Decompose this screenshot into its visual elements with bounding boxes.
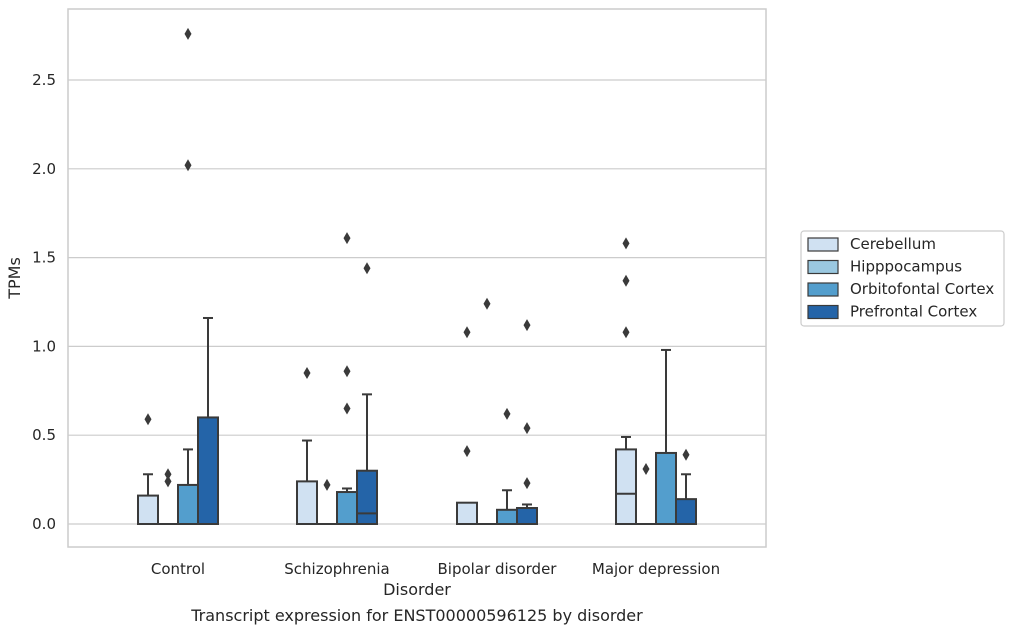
outlier-point xyxy=(622,237,630,250)
outlier-point xyxy=(682,448,690,461)
outlier-point xyxy=(164,475,172,488)
legend-swatch xyxy=(807,237,839,252)
outlier-point xyxy=(363,262,371,275)
outlier-point xyxy=(523,422,531,435)
outlier-point xyxy=(622,326,630,339)
box xyxy=(197,416,219,525)
box xyxy=(336,491,358,526)
outlier-point xyxy=(303,367,311,380)
outlier-point xyxy=(323,478,331,491)
y-tick-label: 0.0 xyxy=(32,515,56,533)
outlier-point xyxy=(523,477,531,490)
plot-frame xyxy=(67,8,767,548)
box xyxy=(177,483,199,526)
legend-label: Orbitofontal Cortex xyxy=(850,280,994,298)
x-tick-label: Bipolar disorder xyxy=(438,560,558,578)
legend-swatch xyxy=(807,304,839,320)
box xyxy=(456,501,478,525)
legend-label: Hipppocampus xyxy=(850,258,962,276)
outlier-point xyxy=(184,159,192,172)
outlier-point xyxy=(523,319,531,332)
y-tick-label: 2.5 xyxy=(32,71,56,89)
x-axis-title: Disorder xyxy=(383,580,451,599)
outlier-point xyxy=(622,274,630,287)
outlier-point xyxy=(144,413,152,426)
legend-frame xyxy=(800,230,1005,327)
outlier-point xyxy=(503,407,511,420)
outlier-point xyxy=(343,365,351,378)
legend-swatch xyxy=(807,259,839,275)
box xyxy=(615,448,637,525)
box xyxy=(296,480,318,526)
y-tick-label: 2.0 xyxy=(32,160,56,178)
y-tick-label: 0.5 xyxy=(32,426,56,444)
outlier-point xyxy=(164,468,172,481)
box xyxy=(496,508,518,525)
y-tick-label: 1.5 xyxy=(32,249,56,267)
box xyxy=(516,507,538,525)
outlier-point xyxy=(463,445,471,458)
chart-caption: Transcript expression for ENST0000059612… xyxy=(191,606,643,625)
x-tick-label: Schizophrenia xyxy=(284,560,389,578)
box xyxy=(675,498,697,525)
box xyxy=(356,469,378,525)
box xyxy=(655,451,677,525)
outlier-point xyxy=(184,27,192,40)
box xyxy=(137,494,159,526)
outlier-point xyxy=(463,326,471,339)
outlier-point xyxy=(343,402,351,415)
outlier-point xyxy=(483,297,491,310)
legend-swatch xyxy=(807,282,839,297)
outlier-point xyxy=(343,232,351,245)
y-axis-title: TPMs xyxy=(5,257,24,300)
outlier-point xyxy=(642,462,650,475)
y-tick-label: 1.0 xyxy=(32,337,56,355)
x-tick-label: Control xyxy=(151,560,205,578)
legend-label: Cerebellum xyxy=(850,235,936,253)
x-tick-label: Major depression xyxy=(592,560,720,578)
legend-label: Prefrontal Cortex xyxy=(850,303,977,321)
